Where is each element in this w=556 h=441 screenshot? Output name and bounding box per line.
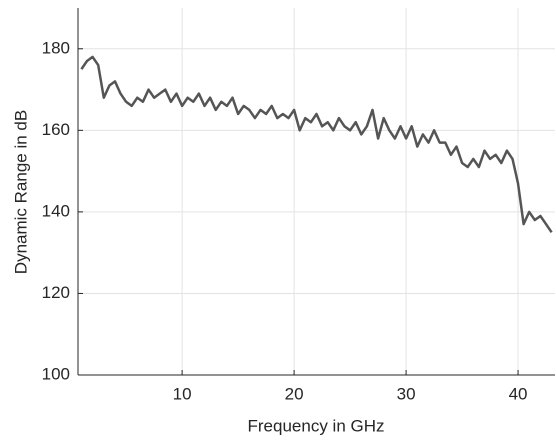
- y-tick-label: 160: [42, 120, 70, 139]
- y-axis-label: Dynamic Range in dB: [11, 110, 30, 274]
- y-tick-label: 100: [42, 364, 70, 383]
- x-tick-label: 40: [509, 384, 528, 403]
- y-tick-label: 120: [42, 283, 70, 302]
- data-line: [80, 55, 553, 234]
- x-tick-label: 10: [173, 384, 192, 403]
- y-tick-label: 140: [42, 201, 70, 220]
- y-tick-label: 180: [42, 38, 70, 57]
- x-tick-label: 30: [397, 384, 416, 403]
- x-axis-label: Frequency in GHz: [248, 416, 385, 435]
- x-tick-label: 20: [285, 384, 304, 403]
